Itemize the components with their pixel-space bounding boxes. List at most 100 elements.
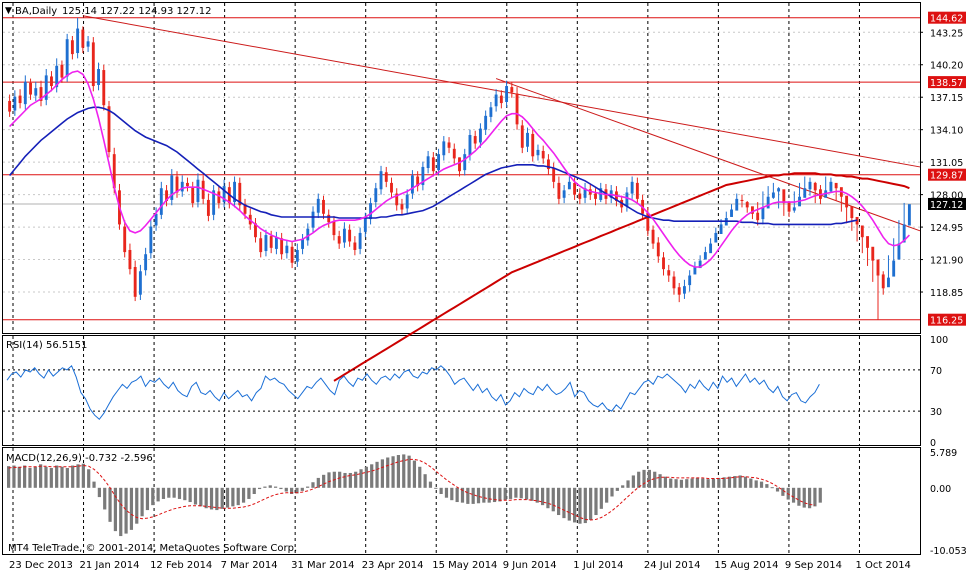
macd-histogram-bar — [695, 477, 700, 488]
rsi-label: RSI(14) 56.5151 — [6, 340, 87, 351]
candle-body — [693, 267, 697, 275]
macd-histogram-bar — [802, 487, 806, 508]
macd-histogram-bar — [33, 466, 37, 488]
candle-body — [238, 182, 242, 206]
candle-body — [667, 270, 671, 276]
macd-histogram-bar — [807, 487, 812, 509]
macd-histogram-bar — [759, 481, 764, 488]
candle-body — [295, 249, 299, 262]
macd-histogram-bar — [583, 487, 587, 524]
macd-histogram-bar — [364, 466, 368, 488]
macd-histogram-bar — [605, 487, 609, 503]
ma-mid-line — [8, 106, 858, 226]
candle-body — [212, 190, 216, 215]
candle-body — [107, 106, 111, 153]
date-tick-label: 12 Feb 2014 — [150, 560, 212, 571]
rsi-tick-label: 30 — [930, 407, 942, 418]
macd-histogram-bar — [444, 487, 449, 498]
macd-histogram-bar — [391, 456, 395, 488]
macd-histogram-bar — [407, 455, 411, 488]
macd-histogram-bar — [567, 487, 571, 521]
date-tick-label: 24 Jul 2014 — [644, 560, 701, 571]
price-panel-frame — [2, 2, 921, 334]
macd-histogram-bar — [193, 487, 198, 505]
date-tick-label: 9 Sep 2014 — [785, 560, 842, 571]
rsi-tick-label: 0 — [930, 438, 936, 449]
candle-body — [191, 187, 195, 204]
candle-body — [892, 260, 896, 277]
candle-body — [301, 239, 305, 249]
macd-histogram-bar — [204, 487, 208, 509]
candle-body — [505, 86, 509, 102]
candle-body — [683, 286, 686, 294]
candle-body — [871, 246, 875, 261]
macd-histogram-bar — [471, 487, 475, 504]
date-tick-label: 15 Aug 2014 — [714, 560, 778, 571]
candle-body — [536, 149, 540, 156]
candle-body — [714, 232, 718, 243]
candle-body — [311, 211, 315, 228]
candle-body — [175, 176, 179, 193]
candle-body — [369, 203, 373, 220]
macd-histogram-bar — [492, 487, 497, 503]
candle-body — [400, 204, 404, 210]
ma-slow-line — [333, 172, 910, 382]
candle-body — [751, 206, 754, 214]
candle-body — [431, 157, 435, 172]
candle-body — [808, 181, 812, 190]
macd-histogram-bar — [642, 469, 646, 488]
candle-body — [557, 182, 561, 199]
candle-body — [703, 252, 707, 260]
macd-histogram-bar — [396, 455, 401, 488]
date-tick-label: 23 Dec 2013 — [9, 560, 73, 571]
candle-body — [437, 154, 441, 171]
price-tick-label: 131.05 — [930, 158, 963, 169]
macd-histogram-bar — [717, 477, 721, 488]
candle-body — [243, 204, 247, 214]
candle-body — [86, 41, 90, 47]
candle-body — [845, 195, 849, 208]
macd-histogram-bar — [87, 469, 91, 488]
candle-body — [159, 188, 163, 215]
macd-label: MACD(12,26,9) -0.732 -2.596 — [6, 453, 153, 464]
macd-histogram-bar — [17, 466, 21, 488]
price-tick-label: 121.90 — [930, 256, 963, 267]
macd-histogram-bar — [722, 477, 726, 488]
macd-histogram-bar — [637, 471, 641, 488]
candle-body — [332, 221, 336, 236]
macd-histogram-bar — [770, 487, 774, 489]
macd-histogram-bar — [797, 487, 801, 506]
macd-histogram-bar — [653, 471, 657, 488]
macd-histogram-bar — [727, 476, 732, 488]
macd-histogram-bar — [12, 465, 16, 488]
macd-histogram-bar — [647, 469, 651, 488]
macd-histogram-bar — [701, 478, 705, 488]
candle-body — [792, 207, 796, 211]
candle-body — [541, 150, 545, 159]
macd-histogram-bar — [599, 487, 603, 509]
macd-histogram-bar — [103, 487, 107, 510]
macd-histogram-bar — [263, 486, 267, 488]
candle-body — [526, 132, 529, 147]
candle-body — [410, 175, 414, 194]
macd-histogram-bar — [55, 465, 59, 488]
macd-histogram-bar — [370, 464, 374, 488]
date-tick-label: 9 Jun 2014 — [503, 560, 557, 571]
candle-body — [651, 229, 655, 244]
candle-body — [562, 190, 566, 198]
rsi-tick-label: 70 — [930, 366, 942, 377]
candle-body — [499, 95, 503, 104]
candle-body — [322, 199, 325, 214]
candle-body — [102, 70, 106, 106]
macd-histogram-bar — [151, 487, 155, 506]
macd-histogram-bar — [108, 487, 112, 522]
candle-body — [635, 182, 639, 199]
dropdown-arrow-icon[interactable]: ▼ — [5, 6, 12, 16]
candle-body — [50, 76, 53, 87]
macd-histogram-bar — [257, 487, 262, 490]
candle-body — [128, 249, 132, 270]
macd-histogram-bar — [322, 474, 326, 488]
candle-body — [452, 148, 456, 159]
macd-histogram-bar — [621, 485, 625, 488]
